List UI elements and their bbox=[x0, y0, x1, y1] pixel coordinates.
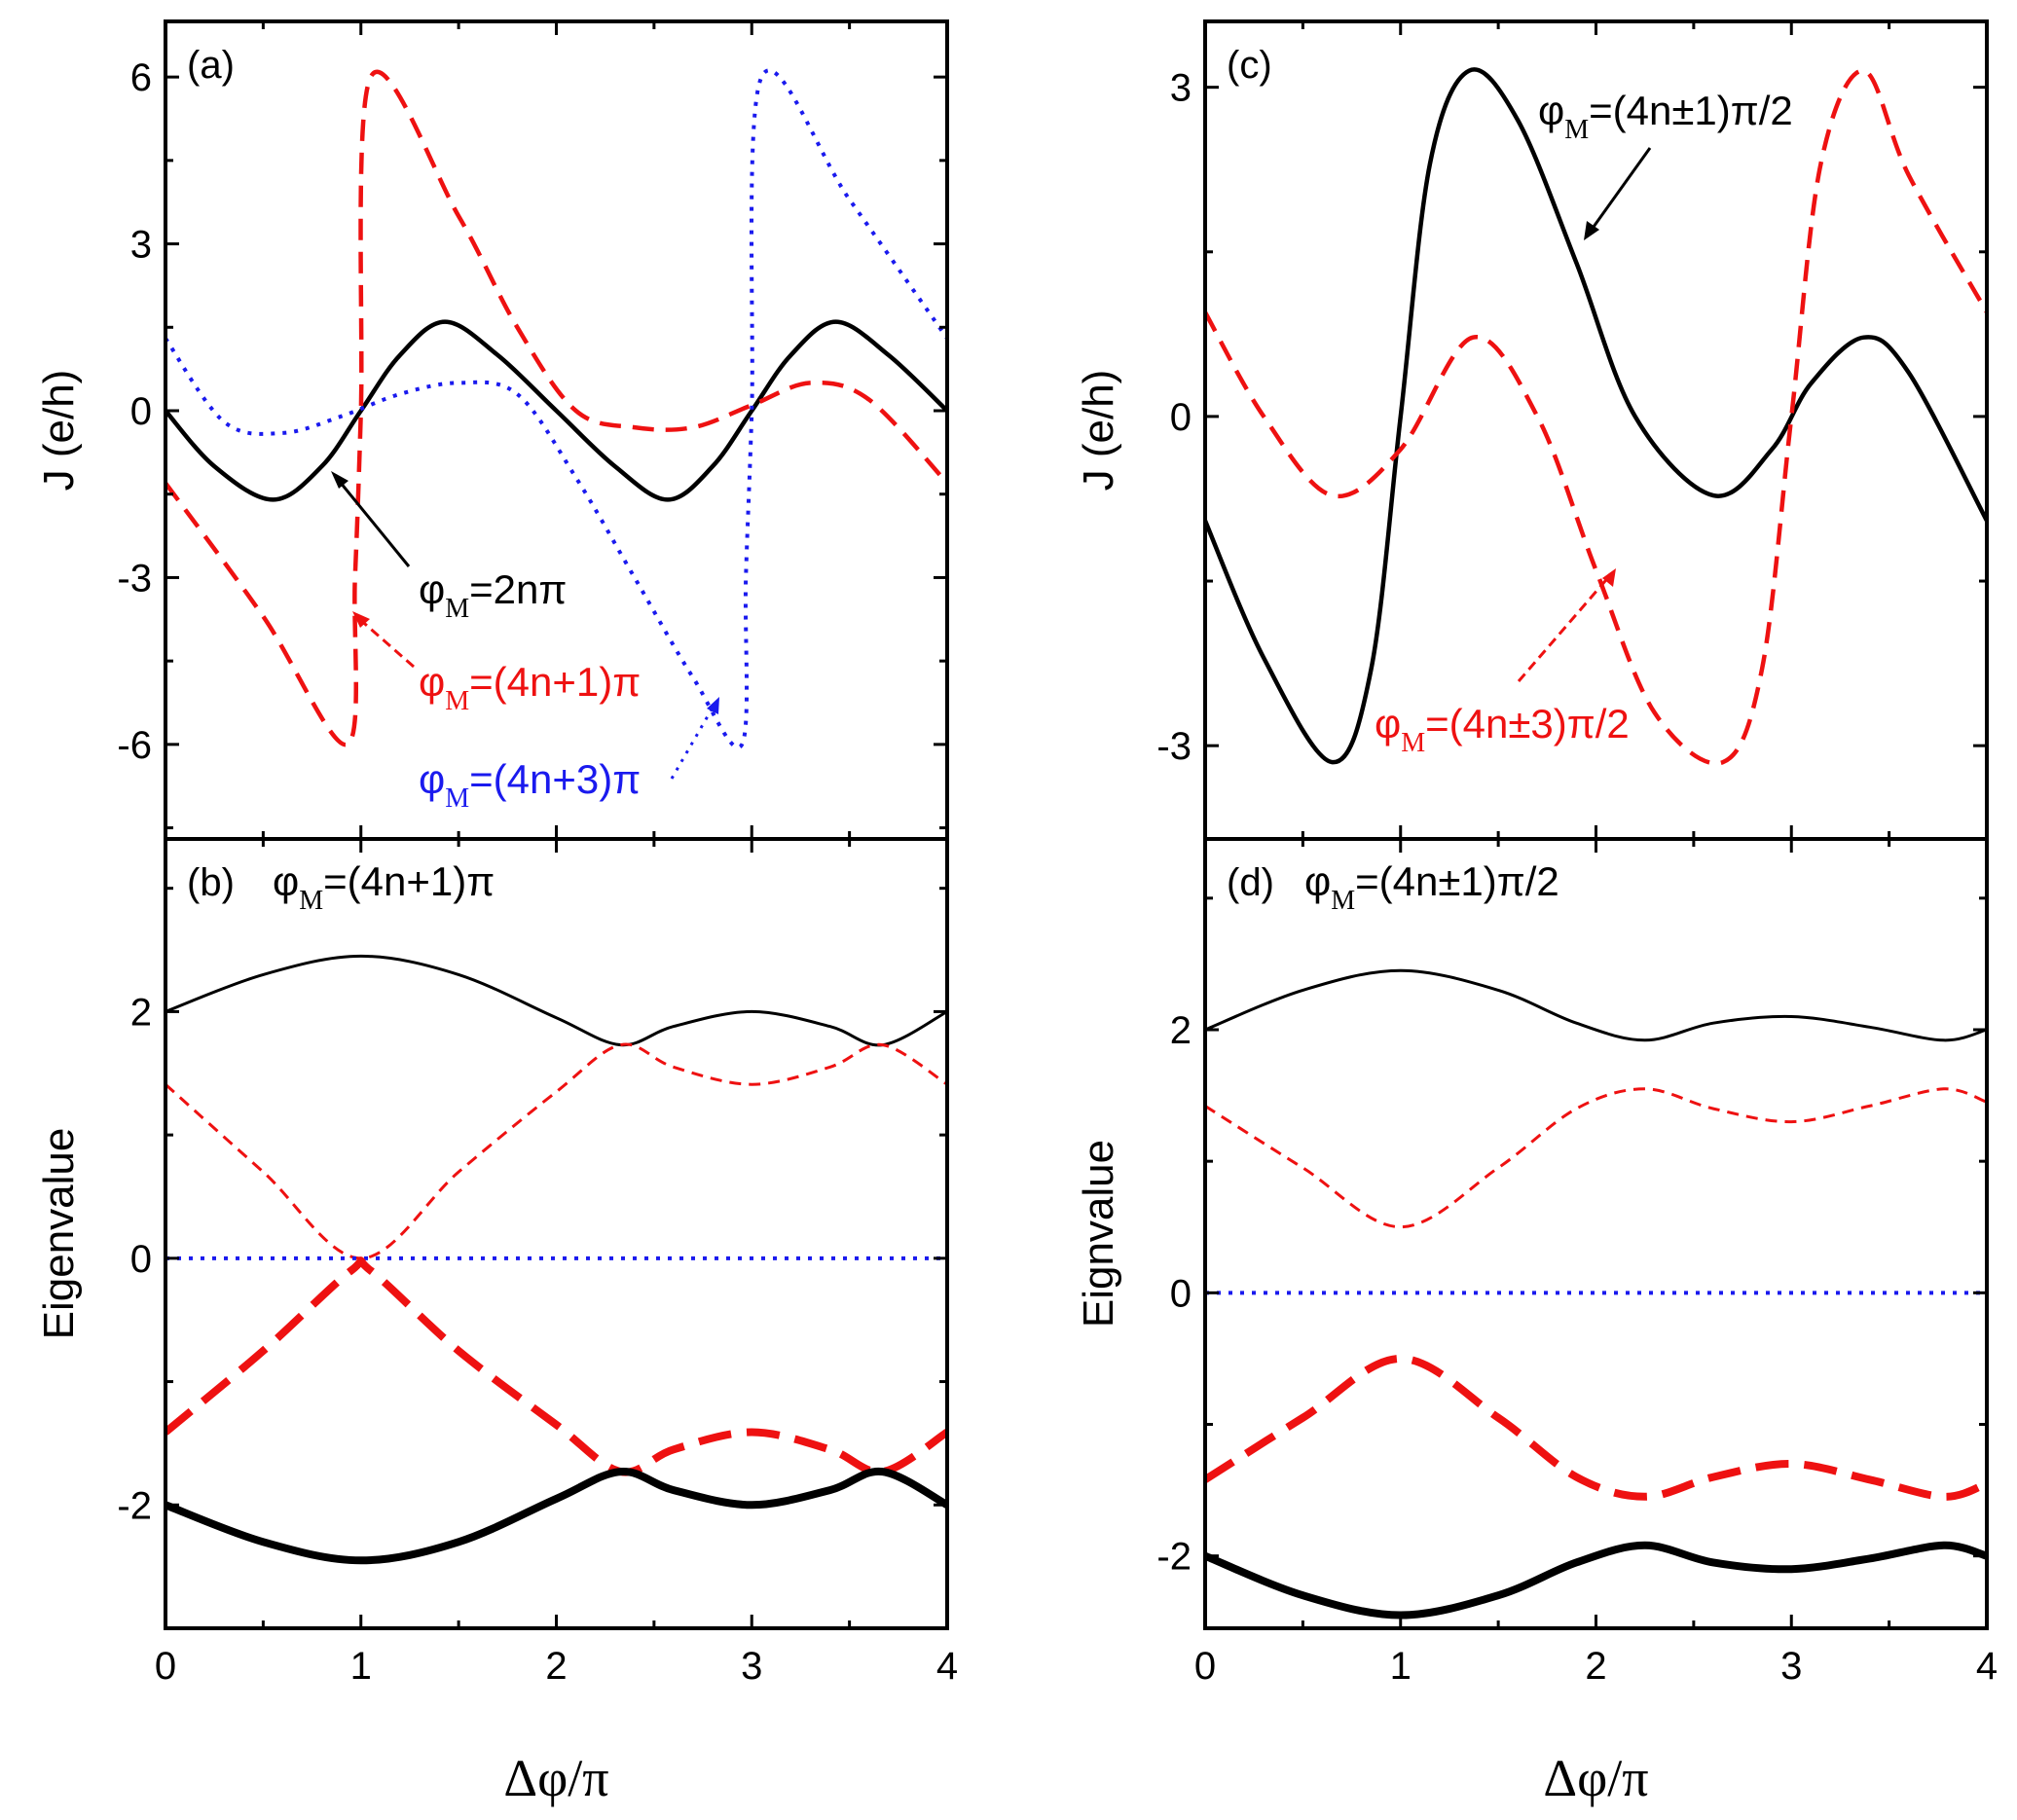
y-tick-label: 2 bbox=[1170, 1009, 1192, 1052]
x-tick-label: 0 bbox=[1194, 1645, 1216, 1688]
series-line-1 bbox=[165, 1042, 947, 1260]
x-tick-label: 2 bbox=[1585, 1645, 1606, 1688]
panel-label: (c) bbox=[1227, 44, 1272, 87]
x-tick-label: 4 bbox=[936, 1645, 958, 1688]
panel-title: φM=(4n+1)π bbox=[273, 858, 495, 916]
series-line-3 bbox=[1205, 1354, 1987, 1501]
y-tick-label: 6 bbox=[130, 56, 152, 99]
series-line-3 bbox=[165, 1256, 947, 1476]
plot-frame bbox=[1203, 837, 1989, 1630]
y-tick-label: 3 bbox=[130, 224, 152, 267]
series-group bbox=[165, 954, 947, 1565]
arrow-head bbox=[352, 611, 370, 628]
panel-c: 3 0 -3 J (e/h) (c) φM=(4n±1)π/2 φM=(4n±3)π/2 bbox=[1075, 19, 1989, 841]
series-line-1 bbox=[1205, 68, 1987, 766]
panel-title: φM=(4n±1)π/2 bbox=[1304, 858, 1559, 916]
x-tick-label: 3 bbox=[741, 1645, 762, 1688]
arrow-line bbox=[357, 616, 415, 669]
y-tick-label: 0 bbox=[130, 1238, 152, 1281]
series-line-0 bbox=[165, 319, 947, 502]
annotation-4n3pi: φM=(4n+3)π bbox=[419, 756, 641, 814]
series-line-0 bbox=[165, 954, 947, 1047]
x-tick-label: 1 bbox=[1390, 1645, 1412, 1688]
arrow-line bbox=[334, 476, 411, 567]
y-tick-label: 0 bbox=[1170, 396, 1192, 439]
y-tick-label: 2 bbox=[130, 991, 152, 1034]
series-line-4 bbox=[1205, 1541, 1987, 1620]
series-line-1 bbox=[165, 69, 947, 747]
series-group bbox=[1205, 67, 1987, 766]
panel-label: (b) bbox=[187, 861, 235, 904]
arrow-line bbox=[670, 702, 717, 780]
arrow-head bbox=[331, 471, 348, 489]
x-tick-label: 1 bbox=[350, 1645, 372, 1688]
plot-frame bbox=[164, 837, 949, 1630]
annotation-4n1pi: φM=(4n+1)π bbox=[419, 659, 641, 716]
y-axis-title: J (e/h) bbox=[35, 370, 83, 491]
arrow-head bbox=[1584, 221, 1599, 240]
series-line-1 bbox=[1205, 1087, 1987, 1229]
x-tick-label: 2 bbox=[545, 1645, 567, 1688]
series-line-0 bbox=[1205, 968, 1987, 1042]
y-tick-label: -2 bbox=[117, 1484, 152, 1527]
arrow-line bbox=[1517, 573, 1613, 682]
annotation-4npm3: φM=(4n±3)π/2 bbox=[1375, 701, 1630, 758]
panel-label: (a) bbox=[187, 44, 235, 87]
y-tick-label: -3 bbox=[1156, 725, 1192, 768]
x-axis-title: Δφ/π bbox=[1543, 1749, 1648, 1807]
series-line-2 bbox=[165, 68, 947, 749]
arrow-head bbox=[707, 697, 719, 714]
x-tick-label: 3 bbox=[1780, 1645, 1802, 1688]
arrow-line bbox=[1587, 147, 1652, 235]
y-axis-title: J (e/h) bbox=[1075, 370, 1122, 491]
panel-d: 2 0 -2 0 1 2 3 4 Δφ/π Eignvalue (d) φM=(4n±1)π/2 bbox=[1075, 837, 1998, 1807]
panel-a: 6 3 0 -3 -6 J (e/h) (a) φM=2nπ φM=(4n+1)π φM=(4n+… bbox=[35, 19, 949, 841]
y-tick-label: 3 bbox=[1170, 67, 1192, 110]
panel-b: 2 0 -2 0 1 2 3 4 Δφ/π Eigenvalue (b) φM=(4n+1)π bbox=[35, 837, 958, 1807]
annotation-2npi: φM=2nπ bbox=[419, 566, 567, 624]
series-line-0 bbox=[1205, 67, 1987, 765]
panel-label: (d) bbox=[1227, 861, 1274, 904]
y-tick-label: -2 bbox=[1156, 1536, 1192, 1579]
y-tick-label: -3 bbox=[117, 557, 152, 600]
plot-frame bbox=[164, 19, 949, 841]
y-tick-label: 0 bbox=[1170, 1272, 1192, 1315]
y-tick-label: -6 bbox=[117, 724, 152, 767]
x-tick-label: 0 bbox=[155, 1645, 176, 1688]
series-group bbox=[165, 68, 947, 749]
y-tick-label: 0 bbox=[130, 390, 152, 433]
x-tick-label: 4 bbox=[1976, 1645, 1998, 1688]
y-axis-title: Eigenvalue bbox=[35, 1128, 83, 1340]
arrow-head bbox=[1602, 568, 1616, 587]
series-group bbox=[1205, 968, 1987, 1620]
annotation-4npm1: φM=(4n±1)π/2 bbox=[1538, 88, 1793, 145]
series-line-4 bbox=[165, 1467, 947, 1565]
x-axis-title: Δφ/π bbox=[503, 1749, 608, 1807]
y-axis-title: Eignvalue bbox=[1075, 1140, 1122, 1328]
